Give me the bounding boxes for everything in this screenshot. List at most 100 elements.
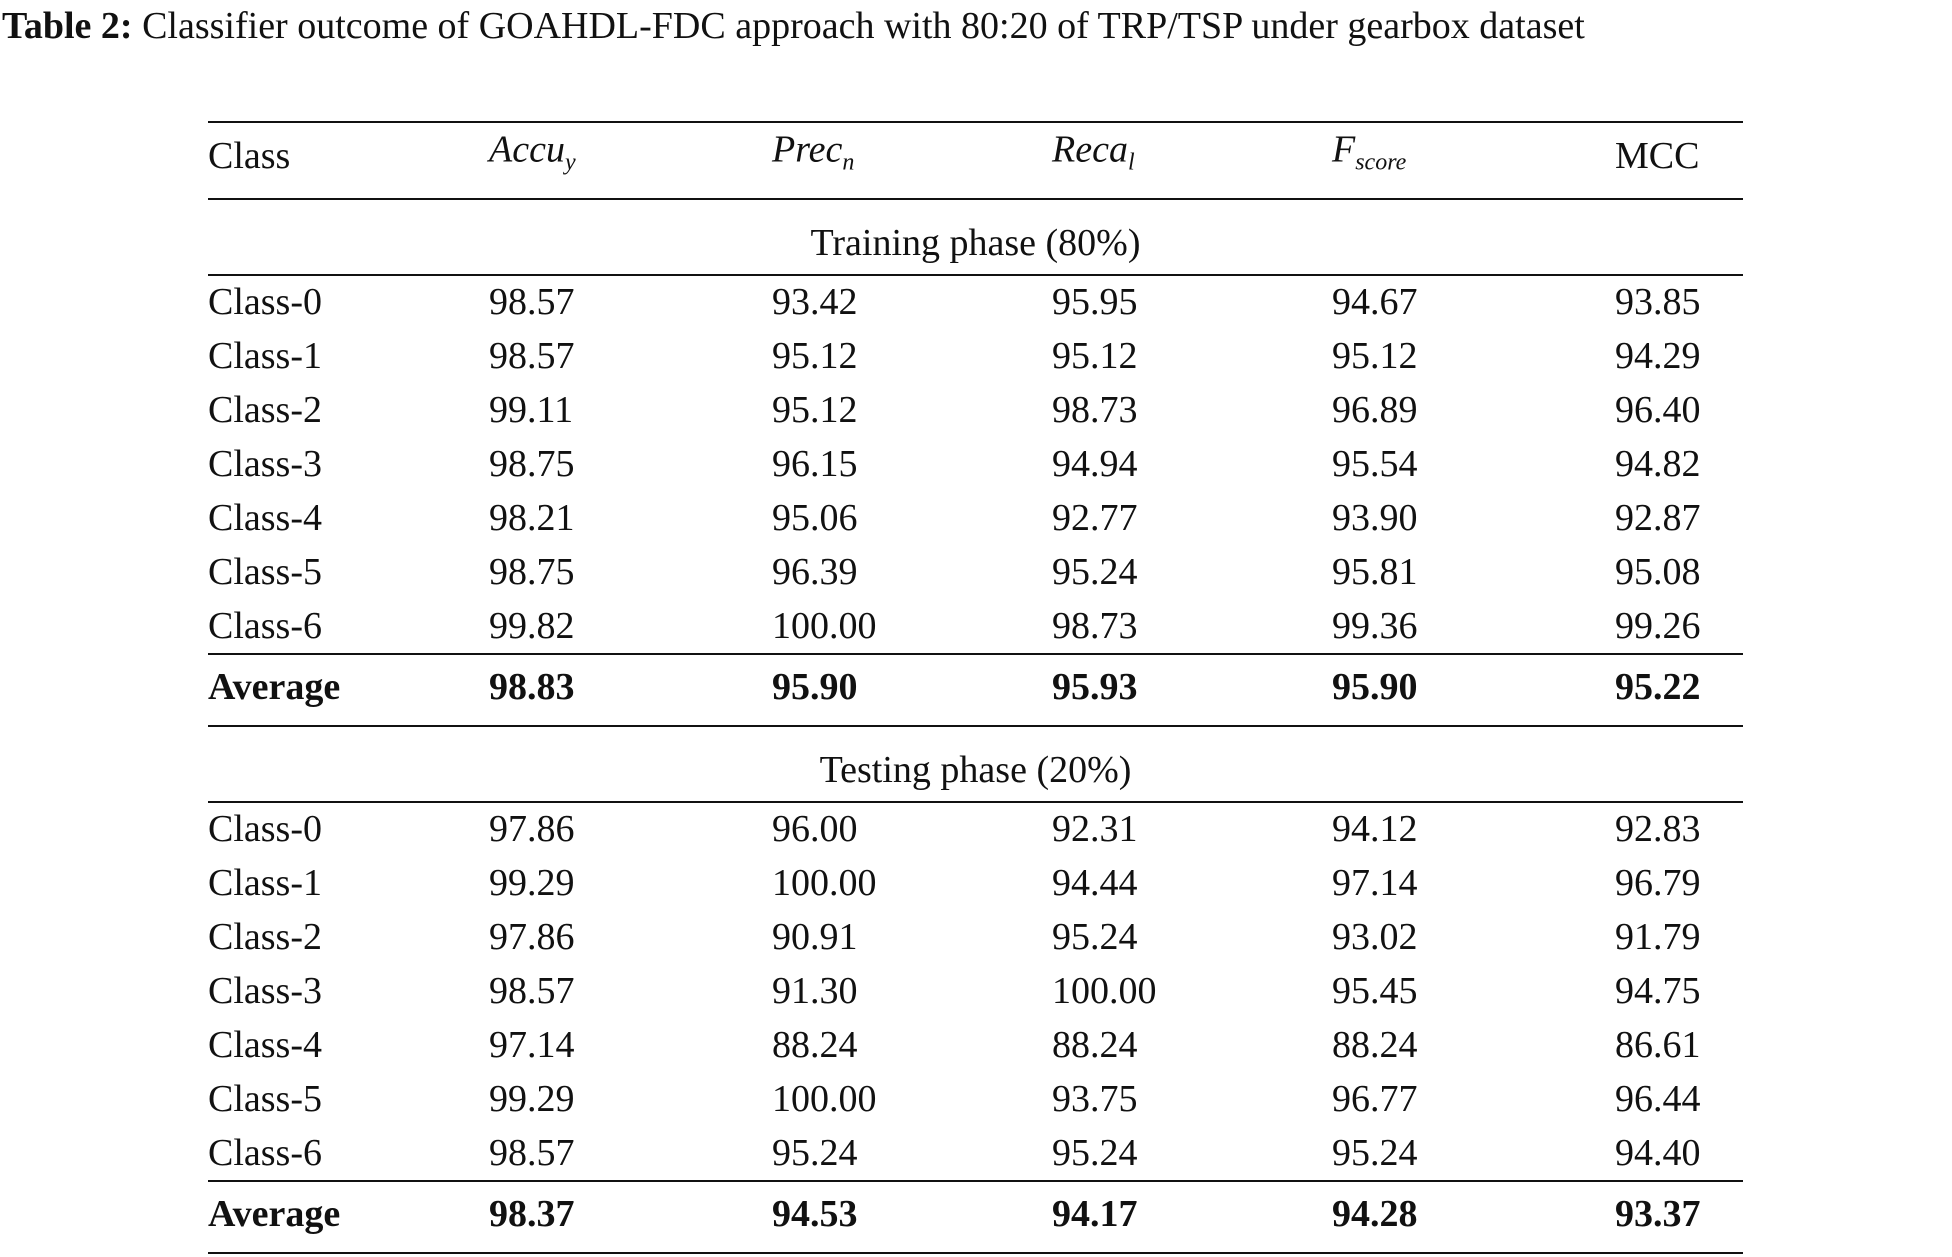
- table-cell: 90.91: [772, 916, 858, 958]
- table-cell: 95.95: [1052, 281, 1138, 323]
- section-title: Training phase (80%): [810, 222, 1141, 264]
- table-cell: 88.24: [1332, 1024, 1418, 1066]
- rule: [208, 653, 1743, 655]
- header-subscript: l: [1127, 149, 1135, 176]
- table-cell: 99.82: [489, 605, 575, 647]
- average-cell: 94.17: [1052, 1193, 1138, 1235]
- row-label: Class-4: [208, 1024, 322, 1066]
- average-label: Average: [208, 1193, 341, 1235]
- rule: [208, 1252, 1743, 1254]
- table-cell: 91.79: [1615, 916, 1701, 958]
- table-cell: 100.00: [772, 1078, 877, 1120]
- table-cell: 98.57: [489, 335, 575, 377]
- table-cell: 88.24: [1052, 1024, 1138, 1066]
- table-cell: 95.08: [1615, 551, 1701, 593]
- row-label: Class-1: [208, 335, 322, 377]
- table-cell: 95.24: [1332, 1132, 1418, 1174]
- header-text: MCC: [1615, 135, 1700, 177]
- table-cell: 95.24: [772, 1132, 858, 1174]
- table-cell: 95.24: [1052, 916, 1138, 958]
- table-cell: 86.61: [1615, 1024, 1701, 1066]
- header-text: Accu: [489, 128, 565, 171]
- section-title: Testing phase (20%): [819, 749, 1132, 791]
- header-text: Reca: [1052, 128, 1128, 171]
- average-label: Average: [208, 666, 341, 708]
- table-cell: 95.54: [1332, 443, 1418, 485]
- column-header: Accuy: [489, 130, 576, 183]
- header-text: Class: [208, 135, 291, 177]
- table-cell: 97.14: [1332, 862, 1418, 904]
- row-label: Class-5: [208, 1078, 322, 1120]
- table-cell: 96.15: [772, 443, 858, 485]
- table-cell: 99.29: [489, 862, 575, 904]
- table-cell: 97.86: [489, 808, 575, 850]
- table-cell: 92.83: [1615, 808, 1701, 850]
- average-cell: 95.93: [1052, 666, 1138, 708]
- caption-text: Classifier outcome of GOAHDL-FDC approac…: [142, 5, 1585, 47]
- table-cell: 97.14: [489, 1024, 575, 1066]
- row-label: Class-0: [208, 808, 322, 850]
- average-cell: 94.28: [1332, 1193, 1418, 1235]
- table-cell: 99.29: [489, 1078, 575, 1120]
- rule: [208, 198, 1743, 200]
- rule: [208, 1180, 1743, 1182]
- row-label: Class-0: [208, 281, 322, 323]
- table-cell: 93.90: [1332, 497, 1418, 539]
- rule: [208, 801, 1743, 803]
- table-cell: 94.67: [1332, 281, 1418, 323]
- table-cell: 95.24: [1052, 551, 1138, 593]
- table-cell: 99.26: [1615, 605, 1701, 647]
- column-header: Recal: [1052, 130, 1135, 183]
- rule: [208, 121, 1743, 123]
- row-label: Class-2: [208, 389, 322, 431]
- header-subscript: score: [1355, 149, 1407, 176]
- table-cell: 95.12: [1332, 335, 1418, 377]
- table-cell: 98.75: [489, 551, 575, 593]
- average-cell: 94.53: [772, 1193, 858, 1235]
- header-subscript: y: [564, 149, 576, 176]
- table-cell: 91.30: [772, 970, 858, 1012]
- column-header: Fscore: [1332, 130, 1406, 183]
- table-cell: 96.77: [1332, 1078, 1418, 1120]
- table-cell: 93.85: [1615, 281, 1701, 323]
- table-cell: 98.73: [1052, 389, 1138, 431]
- header-text: F: [1332, 128, 1356, 171]
- table-cell: 94.40: [1615, 1132, 1701, 1174]
- table-cell: 98.57: [489, 281, 575, 323]
- table-cell: 98.57: [489, 1132, 575, 1174]
- table-cell: 93.42: [772, 281, 858, 323]
- table-cell: 94.29: [1615, 335, 1701, 377]
- row-label: Class-4: [208, 497, 322, 539]
- table-cell: 95.24: [1052, 1132, 1138, 1174]
- table-cell: 96.44: [1615, 1078, 1701, 1120]
- column-header: Class: [208, 136, 290, 176]
- table-cell: 94.75: [1615, 970, 1701, 1012]
- average-cell: 98.37: [489, 1193, 575, 1235]
- row-label: Class-3: [208, 970, 322, 1012]
- header-text: Prec: [772, 128, 843, 171]
- table-cell: 96.79: [1615, 862, 1701, 904]
- table-cell: 94.82: [1615, 443, 1701, 485]
- average-cell: 95.90: [772, 666, 858, 708]
- table-cell: 96.00: [772, 808, 858, 850]
- table-cell: 95.12: [1052, 335, 1138, 377]
- table-cell: 100.00: [1052, 970, 1157, 1012]
- table-cell: 98.21: [489, 497, 575, 539]
- column-header: MCC: [1615, 136, 1699, 176]
- table-cell: 95.81: [1332, 551, 1418, 593]
- table-cell: 96.40: [1615, 389, 1701, 431]
- table-cell: 98.73: [1052, 605, 1138, 647]
- table-cell: 92.31: [1052, 808, 1138, 850]
- table-cell: 94.12: [1332, 808, 1418, 850]
- table-cell: 100.00: [772, 862, 877, 904]
- caption-label: Table 2:: [2, 5, 133, 47]
- table-cell: 97.86: [489, 916, 575, 958]
- table-cell: 92.77: [1052, 497, 1138, 539]
- header-subscript: n: [842, 149, 855, 176]
- rule: [208, 725, 1743, 727]
- table-cell: 98.57: [489, 970, 575, 1012]
- table-cell: 95.12: [772, 335, 858, 377]
- table-cell: 94.44: [1052, 862, 1138, 904]
- row-label: Class-6: [208, 1132, 322, 1174]
